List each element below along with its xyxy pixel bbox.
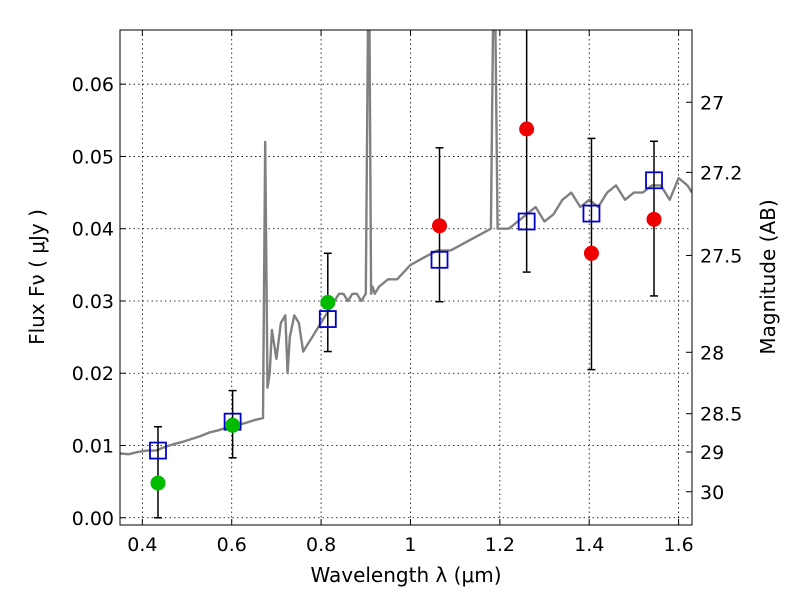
model-point-square bbox=[582, 204, 601, 223]
x-tick-label: 0.8 bbox=[306, 534, 336, 556]
y-tick-label: 0.04 bbox=[72, 219, 114, 241]
plot-frame bbox=[119, 29, 693, 526]
y-tick-label: 0.05 bbox=[72, 146, 114, 168]
y-axis-right: 27 27.2 27.5 28 28.5 29 30 bbox=[686, 92, 742, 504]
spectrum-line bbox=[120, 30, 692, 456]
right-tick-label: 28 bbox=[700, 342, 724, 364]
nir-detection-point bbox=[432, 218, 448, 234]
model-point-square bbox=[149, 441, 167, 460]
optical-detection-point bbox=[320, 294, 336, 310]
right-tick-label: 27.2 bbox=[700, 162, 742, 184]
x-tick-label: 0.4 bbox=[127, 534, 157, 556]
y-axis-left: 0.00 0.01 0.02 0.03 0.04 0.05 0.06 bbox=[72, 74, 126, 530]
model-point-square bbox=[645, 171, 663, 190]
model-spectrum bbox=[120, 30, 692, 456]
right-axis-label: Magnitude (AB) bbox=[756, 199, 780, 354]
x-tick-label: 1.4 bbox=[574, 534, 604, 556]
grid bbox=[120, 30, 692, 525]
optical-detection-point bbox=[150, 475, 166, 491]
y-tick-label: 0.06 bbox=[72, 74, 114, 96]
model-point-square bbox=[318, 310, 337, 328]
nir-detection-point bbox=[519, 121, 535, 137]
right-tick-label: 27 bbox=[700, 92, 724, 114]
right-tick-label: 28.5 bbox=[700, 404, 742, 426]
right-tick-label: 27.5 bbox=[700, 245, 742, 267]
x-axis-label: Wavelength λ (μm) bbox=[310, 563, 501, 587]
model-point-square bbox=[517, 212, 536, 231]
right-tick-label: 30 bbox=[700, 482, 724, 504]
x-tick-label: 1 bbox=[404, 534, 416, 556]
model-point-square bbox=[430, 250, 449, 269]
x-tick-label: 1.6 bbox=[663, 534, 693, 556]
y-tick-label: 0.03 bbox=[72, 291, 114, 313]
y-axis-label: Flux Fν ( μJy ) bbox=[25, 209, 49, 345]
optical-detection-point bbox=[225, 417, 241, 433]
y-tick-label: 0.02 bbox=[72, 363, 114, 385]
nir-detection-point bbox=[583, 245, 599, 261]
x-tick-label: 0.6 bbox=[217, 534, 247, 556]
y-tick-label: 0.00 bbox=[72, 508, 114, 530]
right-tick-label: 29 bbox=[700, 442, 724, 464]
x-tick-label: 1.2 bbox=[485, 534, 515, 556]
error-bars bbox=[153, 30, 659, 519]
nir-detection-point bbox=[646, 211, 662, 227]
data-points bbox=[149, 121, 663, 491]
x-axis: 0.4 0.6 0.8 1 1.2 1.4 1.6 bbox=[127, 30, 694, 556]
y-tick-label: 0.01 bbox=[72, 436, 114, 458]
